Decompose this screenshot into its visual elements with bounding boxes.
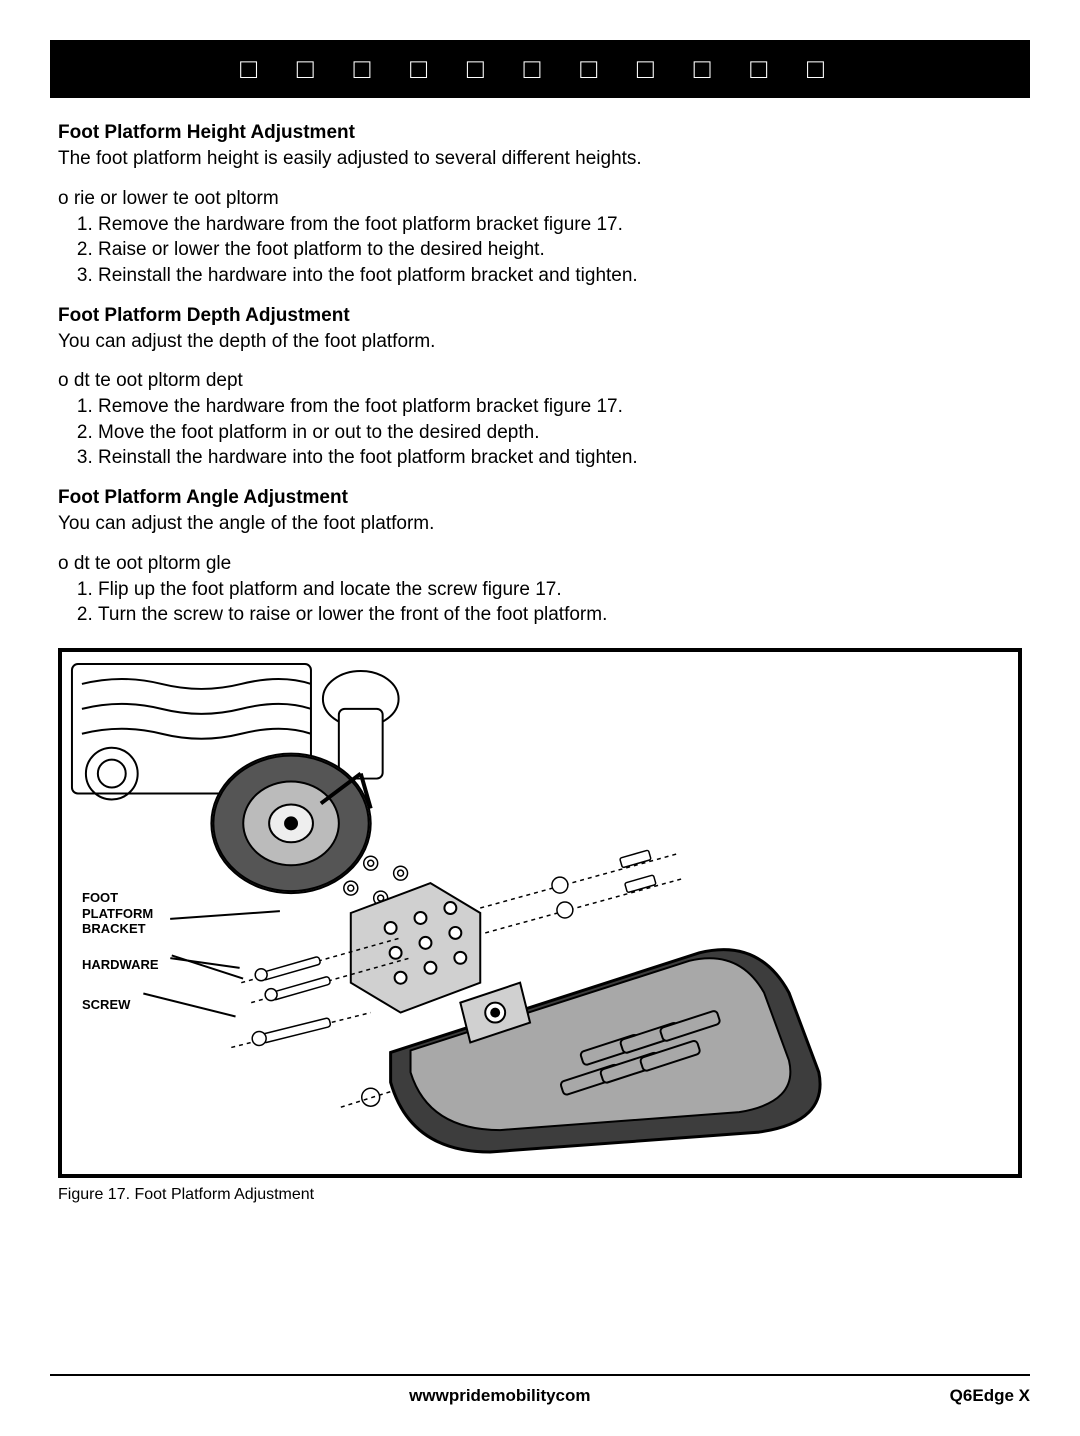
angle-sub: o dt te oot pltorm gle	[58, 553, 1022, 575]
section-header-bar: □ □ □ □ □ □ □ □ □ □ □	[50, 40, 1030, 98]
diagram-svg	[62, 652, 1018, 1174]
list-item: Move the foot platform in or out to the …	[98, 420, 1022, 446]
footer-model: Q6Edge X	[950, 1386, 1030, 1406]
label-bracket: FOOT PLATFORM BRACKET	[82, 890, 153, 937]
angle-steps: Flip up the foot platform and locate the…	[58, 577, 1022, 628]
figure-box: FOOT PLATFORM BRACKET HARDWARE SCREW	[58, 648, 1022, 1178]
list-item: Reinstall the hardware into the foot pla…	[98, 445, 1022, 471]
list-item: Raise or lower the foot platform to the …	[98, 237, 1022, 263]
depth-steps: Remove the hardware from the foot platfo…	[58, 394, 1022, 471]
section-header-title: □ □ □ □ □ □ □ □ □ □ □	[240, 53, 840, 85]
label-hardware: HARDWARE	[82, 957, 159, 973]
height-steps: Remove the hardware from the foot platfo…	[58, 212, 1022, 289]
page-content: Foot Platform Height Adjustment The foot…	[50, 122, 1030, 1204]
depth-desc: You can adjust the depth of the foot pla…	[58, 329, 1022, 355]
depth-sub: o dt te oot pltorm dept	[58, 370, 1022, 392]
height-sub: o rie or lower te oot pltorm	[58, 188, 1022, 210]
page-footer: wwwpridemobilitycom Q6Edge X	[50, 1376, 1030, 1406]
list-item: Flip up the foot platform and locate the…	[98, 577, 1022, 603]
list-item: Remove the hardware from the foot platfo…	[98, 394, 1022, 420]
angle-heading: Foot Platform Angle Adjustment	[58, 487, 1022, 509]
height-heading: Foot Platform Height Adjustment	[58, 122, 1022, 144]
footer-url: wwwpridemobilitycom	[409, 1386, 590, 1406]
list-item: Reinstall the hardware into the foot pla…	[98, 263, 1022, 289]
angle-desc: You can adjust the angle of the foot pla…	[58, 511, 1022, 537]
height-desc: The foot platform height is easily adjus…	[58, 146, 1022, 172]
list-item: Turn the screw to raise or lower the fro…	[98, 602, 1022, 628]
list-item: Remove the hardware from the foot platfo…	[98, 212, 1022, 238]
figure-caption: Figure 17. Foot Platform Adjustment	[58, 1186, 1022, 1204]
depth-heading: Foot Platform Depth Adjustment	[58, 305, 1022, 327]
label-screw: SCREW	[82, 997, 130, 1013]
